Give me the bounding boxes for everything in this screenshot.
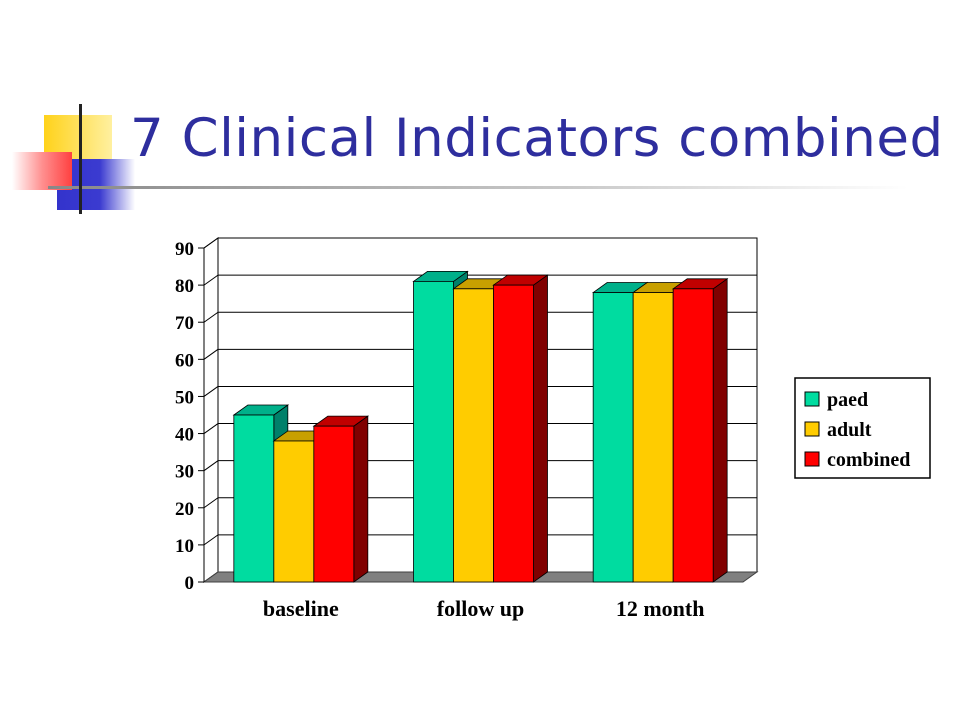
bar [632, 292, 674, 583]
side-wall-gridline [203, 348, 219, 360]
title-decoration [12, 104, 908, 214]
bar [273, 440, 315, 583]
side-wall-gridline [203, 311, 219, 323]
side-wall-gridline [203, 497, 219, 509]
y-tick-label: 50 [175, 387, 194, 408]
y-tick-label: 0 [185, 573, 195, 594]
side-wall-gridline [203, 460, 219, 472]
x-category-label: 12 month [616, 596, 705, 621]
legend-label: paed [827, 389, 868, 411]
deco-red-square [12, 152, 72, 190]
side-wall-gridline [203, 274, 219, 286]
plot-side-wall [203, 237, 219, 583]
y-tick-label: 10 [175, 536, 194, 557]
y-tick-label: 40 [175, 425, 194, 446]
y-tick-label: 90 [175, 239, 194, 260]
legend-swatch [804, 421, 820, 437]
bar [413, 280, 454, 583]
deco-vertical-rule [79, 104, 82, 214]
bar [453, 288, 494, 583]
legend-swatch [804, 451, 820, 467]
legend-label: adult [827, 419, 872, 441]
bar-side [353, 415, 369, 583]
bar [493, 284, 534, 583]
legend-swatch [804, 391, 820, 407]
x-category-label: baseline [263, 596, 339, 621]
bar-side [533, 274, 548, 583]
y-tick-label: 30 [175, 462, 194, 483]
y-tick-label: 20 [175, 499, 194, 520]
side-wall-gridline [203, 534, 219, 546]
side-wall-gridline [203, 423, 219, 434]
y-tick-label: 70 [175, 313, 194, 334]
slide-title: 7 Clinical Indicators combined [130, 108, 944, 169]
legend-label: combined [827, 449, 910, 471]
y-tick-label: 80 [175, 276, 194, 297]
side-wall-gridline [203, 386, 219, 397]
bar [313, 425, 355, 583]
x-category-label: follow up [437, 596, 524, 621]
deco-horizontal-rule [48, 186, 908, 189]
bar [592, 292, 634, 583]
bar-side [712, 278, 728, 583]
bar [672, 288, 714, 583]
y-tick-label: 60 [175, 350, 194, 371]
bar [233, 414, 275, 583]
